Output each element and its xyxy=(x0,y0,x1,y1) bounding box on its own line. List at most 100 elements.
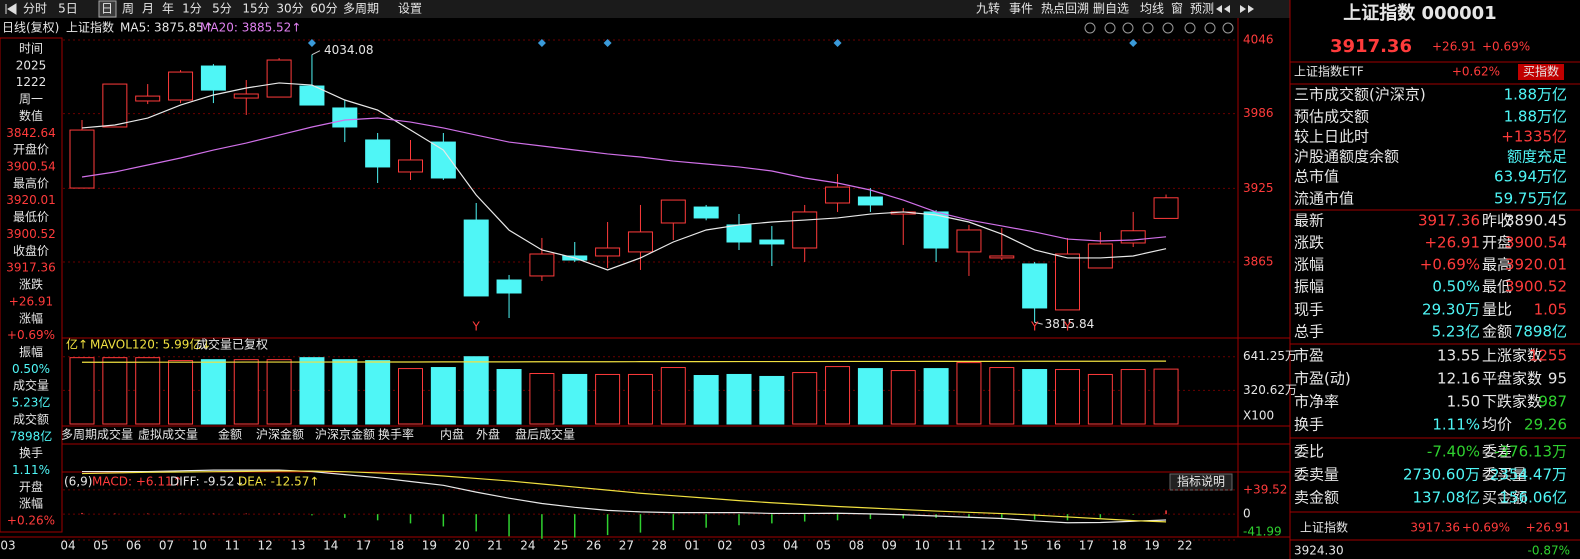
toolbar-button[interactable]: 15分 xyxy=(242,2,269,16)
candle-body xyxy=(135,95,161,102)
toolbar-button[interactable]: 年 xyxy=(162,2,174,16)
active-period xyxy=(98,0,117,18)
summary-value: 63.94万亿 xyxy=(1494,168,1567,186)
candle-body xyxy=(529,253,555,277)
date-label: 14 xyxy=(323,539,338,553)
ma20-line xyxy=(81,117,1167,242)
volume-tab[interactable]: 多周期成交量 xyxy=(61,427,133,442)
orders-value: 2730.60万 xyxy=(1403,466,1480,484)
volume-tab[interactable]: 沪深金额 xyxy=(256,427,304,442)
info-item: 涨幅 xyxy=(19,310,43,325)
buy-button[interactable] xyxy=(1518,64,1564,80)
toolbar-button[interactable]: 事件 xyxy=(1009,2,1033,16)
chart-tools[interactable] xyxy=(1084,22,1234,34)
volume-tab[interactable]: 内盘 xyxy=(440,427,464,442)
diff-line xyxy=(82,469,1167,524)
candle-body xyxy=(1055,253,1080,311)
event-marker[interactable] xyxy=(1129,39,1138,47)
price-tick-label: 3865 xyxy=(1243,254,1274,268)
volume-bar xyxy=(890,370,916,425)
toolbar-button[interactable]: 九转 xyxy=(976,1,1000,16)
event-marker[interactable] xyxy=(307,39,316,47)
info-item: 3842.64 xyxy=(6,126,56,140)
info-item: 7898亿 xyxy=(10,428,53,443)
toolbar-button[interactable]: 30分 xyxy=(276,2,303,16)
volume-bar xyxy=(463,356,489,425)
toolbar-button[interactable]: 设置 xyxy=(398,2,422,16)
info-item: 1222 xyxy=(16,75,47,89)
dea-line xyxy=(81,470,1167,523)
toolbar-bg xyxy=(0,0,1290,18)
date-label: 05 xyxy=(816,539,831,553)
toolbar-button[interactable]: 5分 xyxy=(212,2,232,16)
event-marker[interactable] xyxy=(603,39,612,47)
volume-tab[interactable]: 换手率 xyxy=(378,427,414,442)
candle-body xyxy=(463,219,489,297)
info-item: 5.23亿 xyxy=(12,395,51,410)
volume-bar xyxy=(660,367,686,425)
grid-label: 最新 xyxy=(1294,212,1324,230)
toolbar-button[interactable]: 窗 xyxy=(1171,2,1183,16)
help-label[interactable]: 指标说明 xyxy=(1177,474,1225,489)
candle-body xyxy=(1022,263,1048,309)
volume-bar xyxy=(102,357,128,425)
macd-tick-label: 0 xyxy=(1243,507,1251,521)
toolbar-button[interactable]: 多周期 xyxy=(343,2,379,16)
toolbar-button[interactable]: 1分 xyxy=(182,2,202,16)
volume-tab[interactable]: 外盘 xyxy=(476,427,500,442)
grid-value: 0.50% xyxy=(1432,278,1480,296)
candle-body xyxy=(266,59,292,98)
volume-bar xyxy=(595,373,621,425)
toolbar-button[interactable]: 删自选 xyxy=(1093,2,1129,16)
candle-body xyxy=(168,71,194,101)
toolbar-button[interactable]: 分时 xyxy=(23,2,47,16)
help-button[interactable] xyxy=(1169,473,1233,491)
date-label: 18 xyxy=(1112,539,1127,553)
info-item: 时间 xyxy=(19,42,43,56)
volume-bar xyxy=(1087,373,1113,425)
signal: Y xyxy=(472,320,481,334)
ma20-label: MA20: 3885.52↑ xyxy=(200,21,301,35)
toolbar-button[interactable]: 均线 xyxy=(1140,2,1164,16)
info-item: 最低价 xyxy=(13,210,49,224)
grid-value: 1.05 xyxy=(1534,301,1567,319)
volume-tab[interactable]: 盘后成交量 xyxy=(515,427,575,442)
orders-label: 委差 xyxy=(1482,443,1512,461)
volume-tab[interactable]: 虚拟成交量 xyxy=(138,427,198,442)
first-icon[interactable] xyxy=(5,3,17,15)
macd-tick-label: -41.99 xyxy=(1243,525,1282,539)
info-item: +0.69% xyxy=(7,328,55,342)
toolbar-button[interactable]: 预测 xyxy=(1190,2,1214,16)
volume-bar xyxy=(200,359,226,425)
market-value: 12.16 xyxy=(1437,370,1480,388)
grid-label: 量比 xyxy=(1482,301,1512,319)
candle-body xyxy=(759,239,785,245)
candle-body xyxy=(1153,197,1179,219)
grid-value: 3900.54 xyxy=(1505,234,1567,252)
ma5-line xyxy=(81,82,1167,271)
candle-body xyxy=(726,224,752,243)
toolbar-button[interactable]: 5日 xyxy=(58,2,78,16)
volume-tab[interactable]: 金额 xyxy=(218,427,242,442)
toolbar-button[interactable]: 热点回溯 xyxy=(1041,1,1089,16)
summary-value: 59.75万亿 xyxy=(1494,190,1567,208)
toolbar-button[interactable]: 月 xyxy=(142,2,154,16)
event-marker[interactable] xyxy=(833,39,842,47)
mavol-line xyxy=(82,360,1167,363)
date-label: 02 xyxy=(717,539,732,553)
volume-tab[interactable]: 沪深京金额 xyxy=(315,427,375,442)
info-column xyxy=(0,37,63,533)
date-label: 18 xyxy=(389,539,404,553)
volume-bar xyxy=(792,372,818,425)
toolbar-button[interactable]: 日 xyxy=(101,2,113,16)
high-label: 4034.08 xyxy=(324,43,374,57)
orders-value: 156.06亿 xyxy=(1500,489,1568,507)
orders-label: 卖金额 xyxy=(1294,489,1339,507)
info-item: 3900.52 xyxy=(6,227,56,241)
info-item: 收盘价 xyxy=(13,243,49,258)
event-marker[interactable] xyxy=(537,39,546,47)
quote-price: 3917.36 xyxy=(1330,36,1412,57)
toolbar-button[interactable]: 60分 xyxy=(310,2,337,16)
buy-label[interactable]: 买指数 xyxy=(1523,64,1559,79)
toolbar-button[interactable]: 周 xyxy=(122,2,134,16)
